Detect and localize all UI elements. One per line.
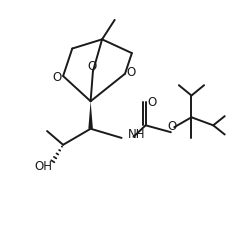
Text: O: O	[52, 70, 61, 83]
Text: O: O	[148, 95, 157, 108]
Text: OH: OH	[35, 159, 53, 172]
Text: O: O	[167, 119, 176, 132]
Text: NH: NH	[128, 128, 146, 141]
Polygon shape	[88, 102, 93, 129]
Text: O: O	[127, 66, 136, 79]
Text: O: O	[87, 59, 97, 72]
